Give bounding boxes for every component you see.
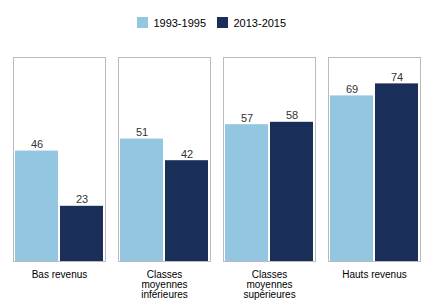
svg-text:57: 57 — [241, 111, 253, 123]
html-text:2013-2015: 2013-2015 — [233, 16, 287, 29]
svg-text:Classesmoyennesinférieures: Classesmoyennesinférieures — [141, 268, 188, 299]
svg-text:58: 58 — [286, 109, 298, 121]
svg-text:Classesmoyennessupérieures: Classesmoyennessupérieures — [243, 268, 295, 299]
svg-text:42: 42 — [181, 147, 193, 159]
svg-text:Bas revenus: Bas revenus — [32, 268, 88, 279]
svg-text:46: 46 — [31, 138, 43, 150]
svg-text:23: 23 — [76, 193, 88, 205]
svg-text:51: 51 — [136, 126, 148, 138]
html-text:1993-1995: 1993-1995 — [153, 16, 206, 29]
svg-text:69: 69 — [346, 82, 358, 94]
svg-text:Hauts revenus: Hauts revenus — [342, 268, 406, 279]
svg-text:74: 74 — [391, 70, 403, 82]
